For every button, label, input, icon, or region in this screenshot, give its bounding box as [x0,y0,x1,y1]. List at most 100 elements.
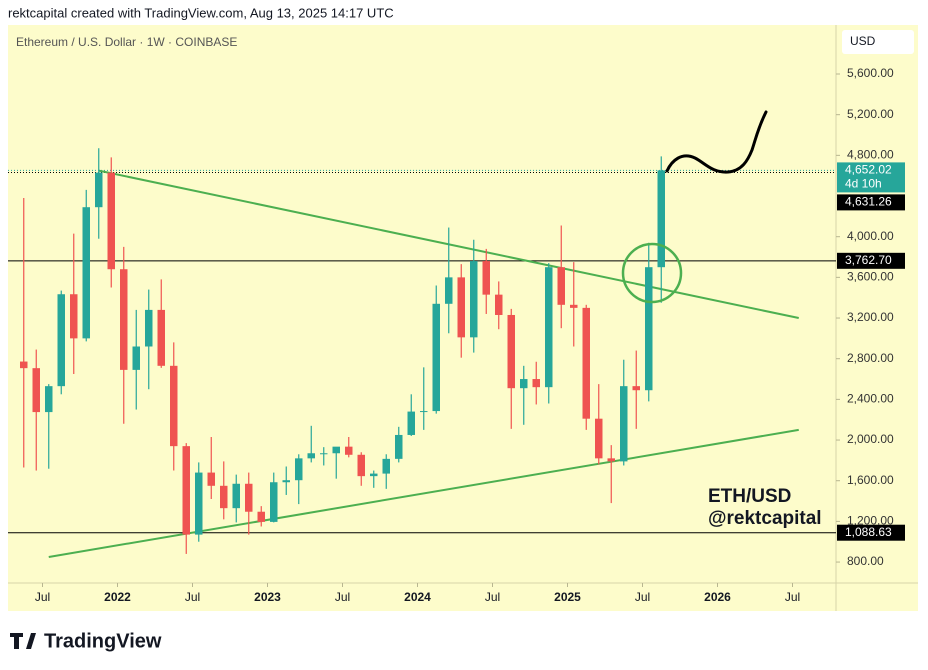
candle-body [220,485,228,509]
candle-body [395,434,403,459]
candle-body [407,411,415,435]
candle-body [32,368,40,413]
candle-body [195,472,203,535]
candle-body [345,446,353,455]
x-tick-label: Jul [635,590,650,604]
candle-body [632,386,640,391]
candle-body [357,454,365,477]
candle-body [145,309,153,347]
candle-body [132,346,140,370]
price-axis [836,25,918,611]
candle-body [120,269,128,370]
y-tick-label: 2,000.00 [847,432,894,446]
candle-body [545,267,553,388]
trendline [48,428,799,558]
candle-body [420,411,428,413]
candle-body [620,386,628,462]
candle-body [470,261,478,338]
y-tick-label: 4,800.00 [847,148,894,162]
price-label: 4,631.26 [845,195,892,209]
candle-body [157,309,165,366]
x-tick-label: Jul [335,590,350,604]
price-label-box [837,194,905,211]
candle-body [182,446,190,535]
projection-drawing [665,110,768,174]
y-tick-label: 5,200.00 [847,107,894,121]
candle-body [507,314,515,389]
y-tick-label: 4,000.00 [847,229,894,243]
candle-body [332,446,340,454]
x-tick-label: 2026 [704,590,731,604]
logo-icon [10,633,36,649]
price-label-box [837,524,905,541]
candle-body [445,277,453,304]
x-tick-label: 2023 [254,590,281,604]
candle-body [557,267,565,305]
candle-body [257,511,265,522]
plot [8,148,836,558]
chart-title: Ethereum / U.S. Dollar · 1W · COINBASE [16,35,237,49]
plot-area [8,25,836,583]
candle-body [645,267,653,391]
candle-body [107,172,115,270]
countdown: 4d 10h [845,177,882,191]
candle-body [45,386,53,413]
candle-body [295,458,303,481]
candle-body [70,294,78,339]
candle-body [320,453,328,455]
candle-body [232,483,240,509]
candle-body [82,207,90,339]
header: rektcapital created with TradingView.com… [8,5,394,20]
candle-body [482,261,490,295]
candle-body [245,483,253,512]
x-tick-label: 2025 [554,590,581,604]
candle-body [282,480,290,483]
y-tick-label: 2,800.00 [847,351,894,365]
y-tick-label: 5,600.00 [847,66,894,80]
candle-body [382,458,390,474]
candle-body [520,379,528,389]
candle-body [170,365,178,447]
annotation: @rektcapital [708,508,822,529]
highlight-circle [621,242,683,304]
x-tick-label: 2024 [404,590,431,604]
candle-body [57,294,65,387]
candle-body [20,361,28,369]
candle-body [657,170,665,268]
x-tick-label: Jul [485,590,500,604]
candle-body [532,379,540,388]
x-tick-label: Jul [35,590,50,604]
candle-body [432,303,440,412]
y-tick-label: 3,600.00 [847,270,894,284]
candle-body [370,473,378,477]
currency: USD [850,34,876,48]
candle-body [570,304,578,308]
y-tick-label: 3,200.00 [847,310,894,324]
candle-body [270,482,278,522]
x-tick-label: Jul [785,590,800,604]
candle-body [307,453,315,459]
candle-body [207,472,215,486]
candle-body [95,172,103,208]
candle-body [607,458,615,462]
price-label: 4,652.02 [845,163,892,177]
candle-body [457,277,465,338]
time-axis [8,583,836,611]
price-label: 3,762.70 [845,253,892,267]
y-tick-label: 1,600.00 [847,473,894,487]
candle-body [595,418,603,459]
currency-box [842,30,914,54]
price-label-box [837,252,905,269]
y-tick-label: 1,200.00 [847,514,894,528]
candle-body [582,307,590,419]
x-tick-label: Jul [185,590,200,604]
logo-text: TradingView [44,630,162,652]
price-label-box [837,162,905,193]
y-tick-label: 2,400.00 [847,392,894,406]
y-tick-label: 800.00 [847,554,884,568]
x-tick-label: 2022 [104,590,131,604]
annotation: ETH/USD [708,486,791,507]
price-label: 1,088.63 [845,525,892,539]
logo: TradingView [10,630,162,652]
